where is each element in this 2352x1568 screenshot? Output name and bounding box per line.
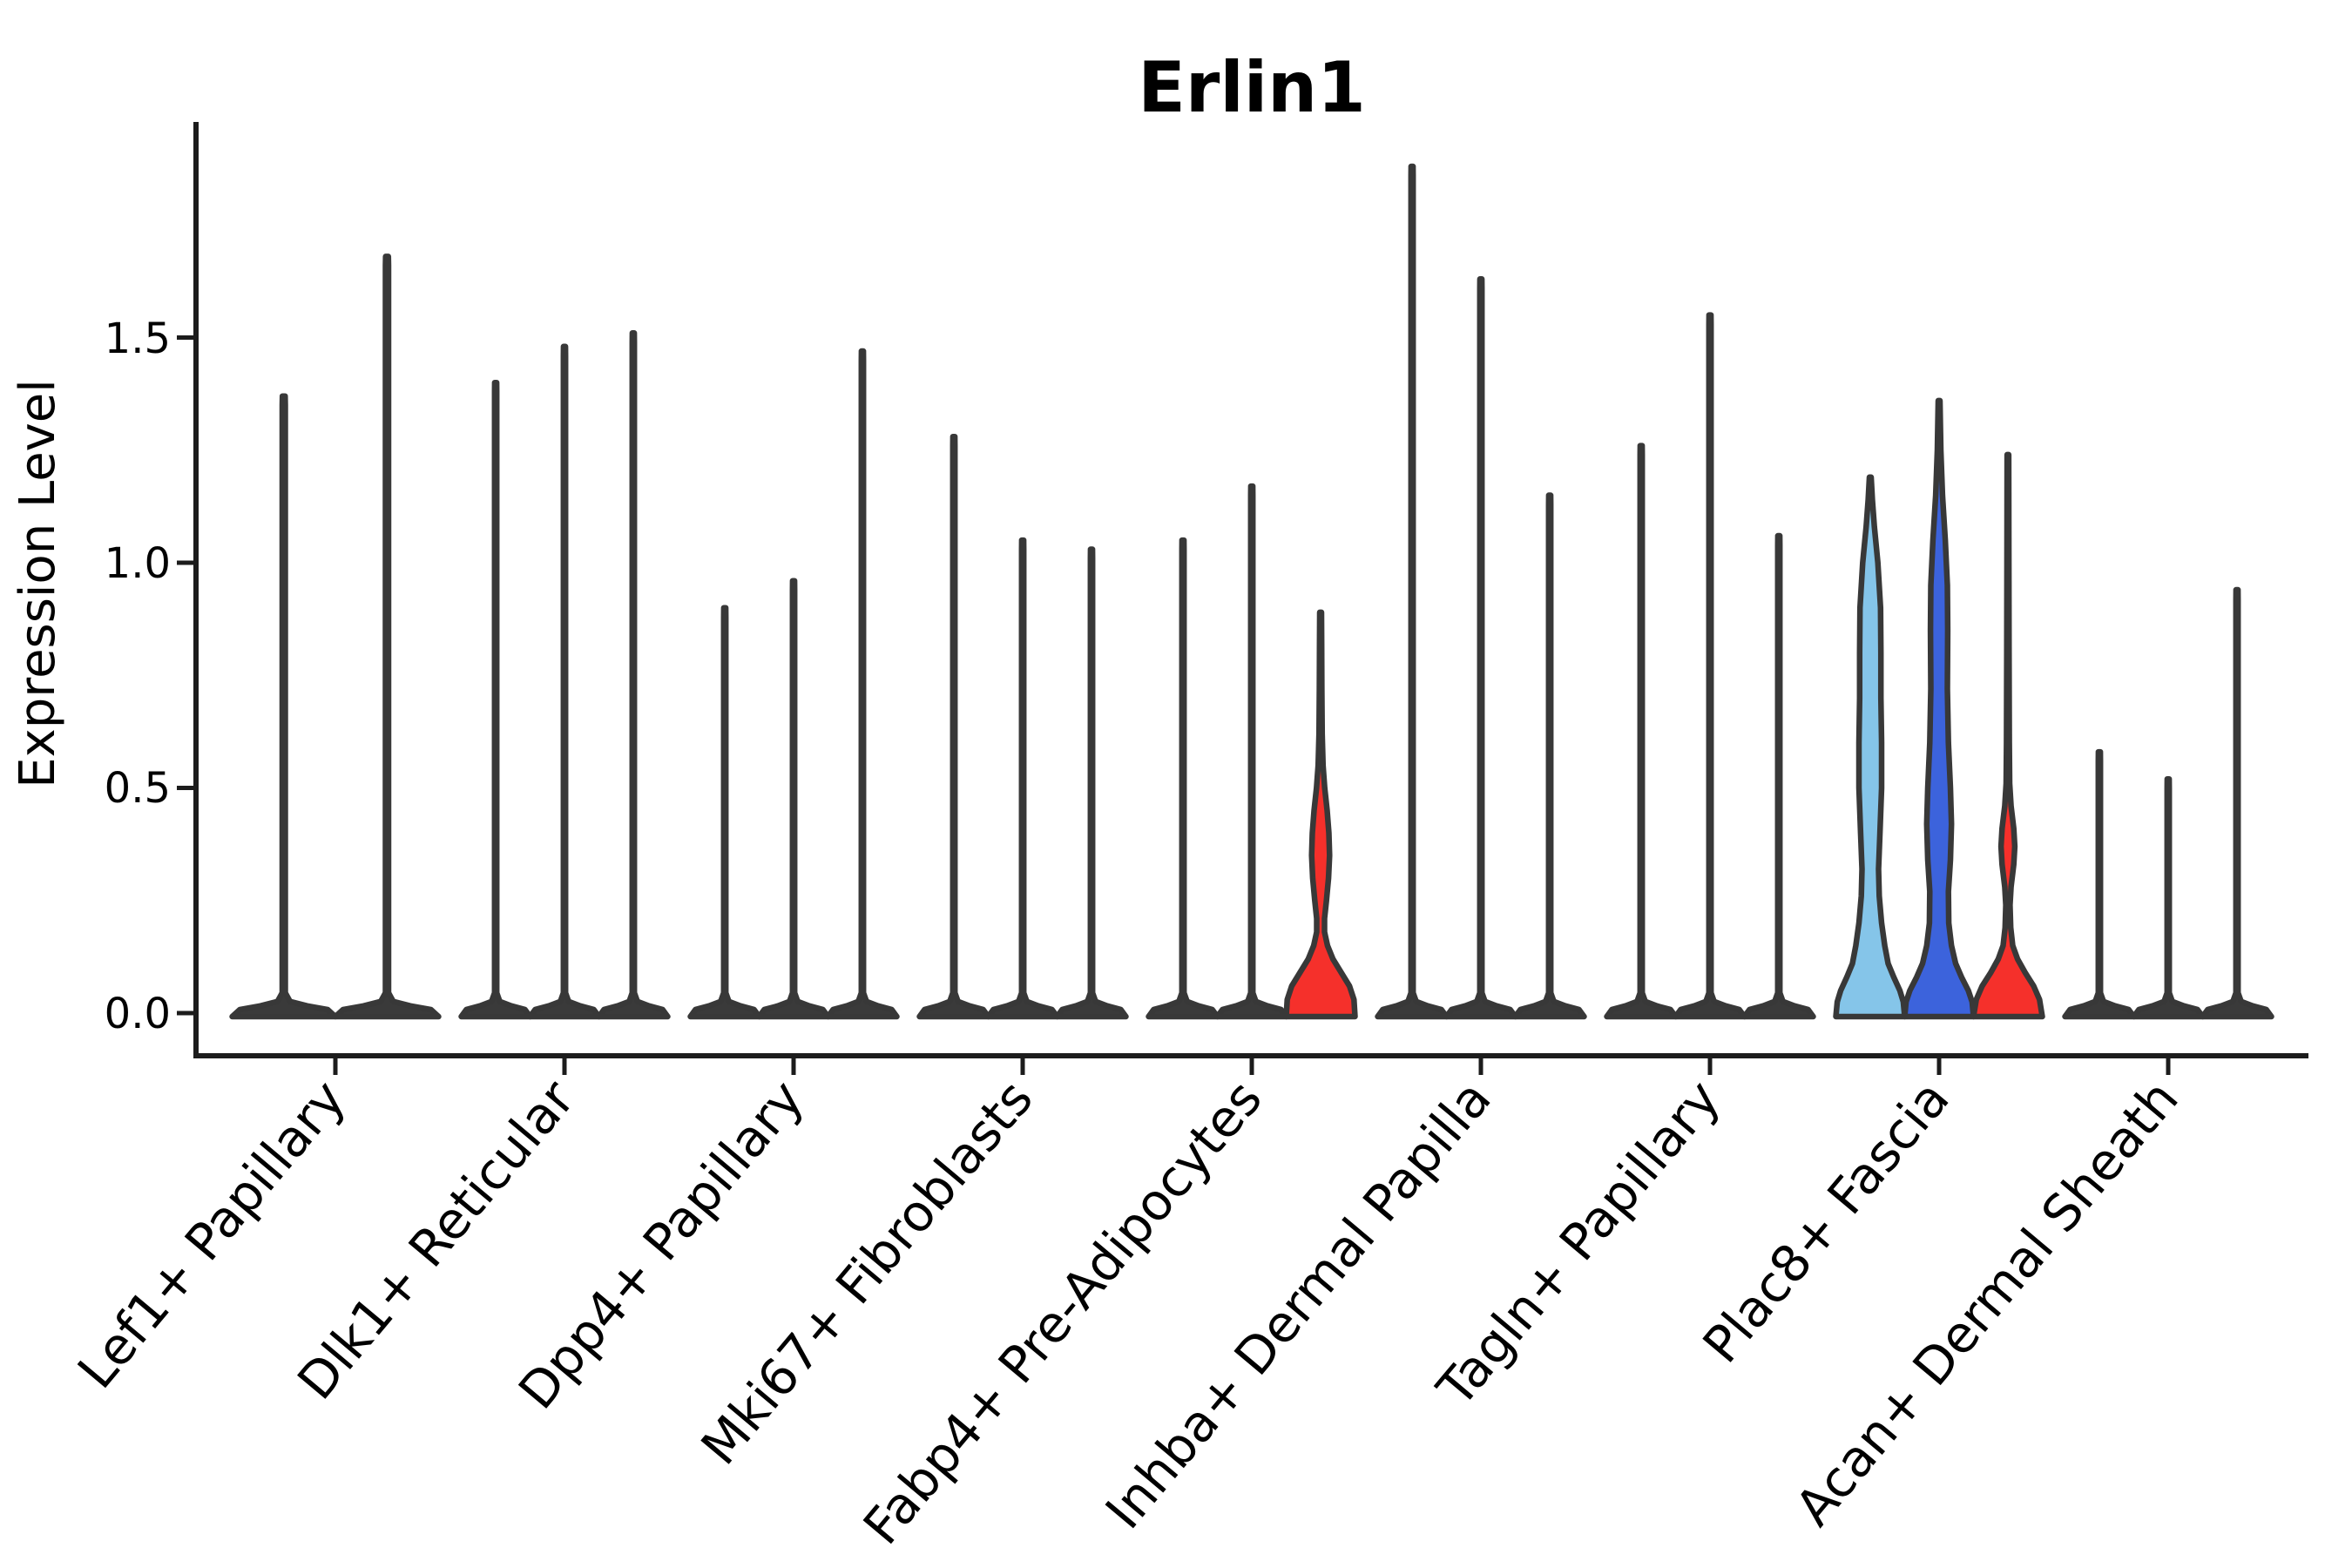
- violin-plain: [1512, 492, 1587, 1020]
- violin-plain: [1146, 537, 1220, 1020]
- plot-shapes: [177, 122, 2308, 1075]
- violin-plain: [332, 253, 442, 1020]
- y-tick-label-1-5: 1.5: [105, 314, 171, 363]
- x-tick-label-acan-dermal-sheath: Acan+ Dermal Sheath: [1784, 1069, 2190, 1537]
- y-tick-label-1-0: 1.0: [105, 539, 171, 588]
- x-tick-label-plac8-fascia: Plac8+ Fascia: [1692, 1069, 1961, 1374]
- violin-plain: [2062, 748, 2137, 1020]
- violin-plain: [1604, 443, 1679, 1020]
- violin-plain: [985, 537, 1060, 1020]
- y-axis-label: Expression Level: [10, 379, 66, 788]
- violin-plain: [756, 578, 831, 1020]
- violin-plain: [1443, 276, 1518, 1020]
- violin-highlighted: [1283, 609, 1358, 1020]
- violin-highlighted: [1970, 451, 2045, 1020]
- violin-plain: [1741, 532, 1816, 1020]
- violin-plain: [596, 330, 671, 1020]
- violin-plain: [1214, 483, 1289, 1020]
- violin-plain: [1673, 312, 1747, 1020]
- violin-plain: [229, 393, 339, 1020]
- violin-highlighted: [1902, 397, 1977, 1020]
- x-tick-label-inhba-dermal-papilla: Inhba+ Dermal Papilla: [1094, 1069, 1503, 1539]
- y-tick-label-0-5: 0.5: [105, 764, 171, 813]
- violin-plain: [1054, 546, 1129, 1020]
- violin-plain: [916, 433, 991, 1020]
- plot-title: Erlin1: [1138, 47, 1366, 128]
- violin-plain: [1375, 163, 1450, 1020]
- y-tick-label-0: 0.0: [105, 990, 171, 1038]
- violin-plain: [458, 379, 533, 1020]
- violin-plain: [687, 605, 762, 1020]
- violin-highlighted: [1833, 474, 1908, 1020]
- violin-plain: [2200, 586, 2274, 1020]
- x-tick-label-fabp4-pre-adipocytes: Fabp4+ Pre-Adipocytes: [852, 1069, 1274, 1555]
- violin-plain: [825, 348, 900, 1020]
- violin-plain: [527, 343, 602, 1020]
- violin-plain: [2131, 775, 2206, 1020]
